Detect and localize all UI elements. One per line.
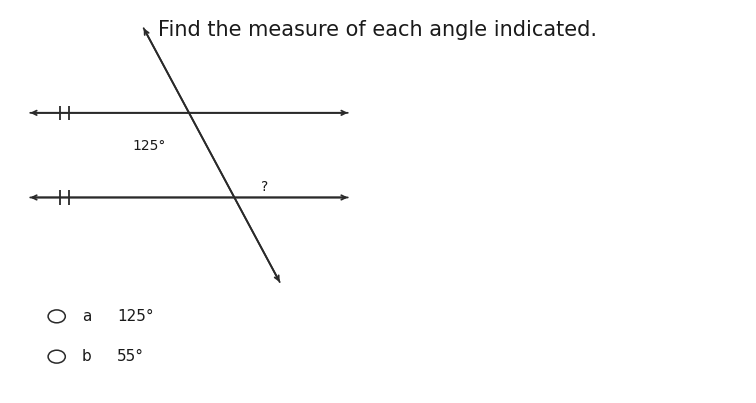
Text: a: a: [82, 309, 91, 324]
Text: b: b: [82, 349, 91, 364]
Text: 55°: 55°: [117, 349, 144, 364]
Text: 125°: 125°: [117, 309, 153, 324]
Text: Find the measure of each angle indicated.: Find the measure of each angle indicated…: [159, 20, 597, 40]
Text: ?: ?: [261, 181, 268, 194]
Text: 125°: 125°: [132, 139, 166, 153]
